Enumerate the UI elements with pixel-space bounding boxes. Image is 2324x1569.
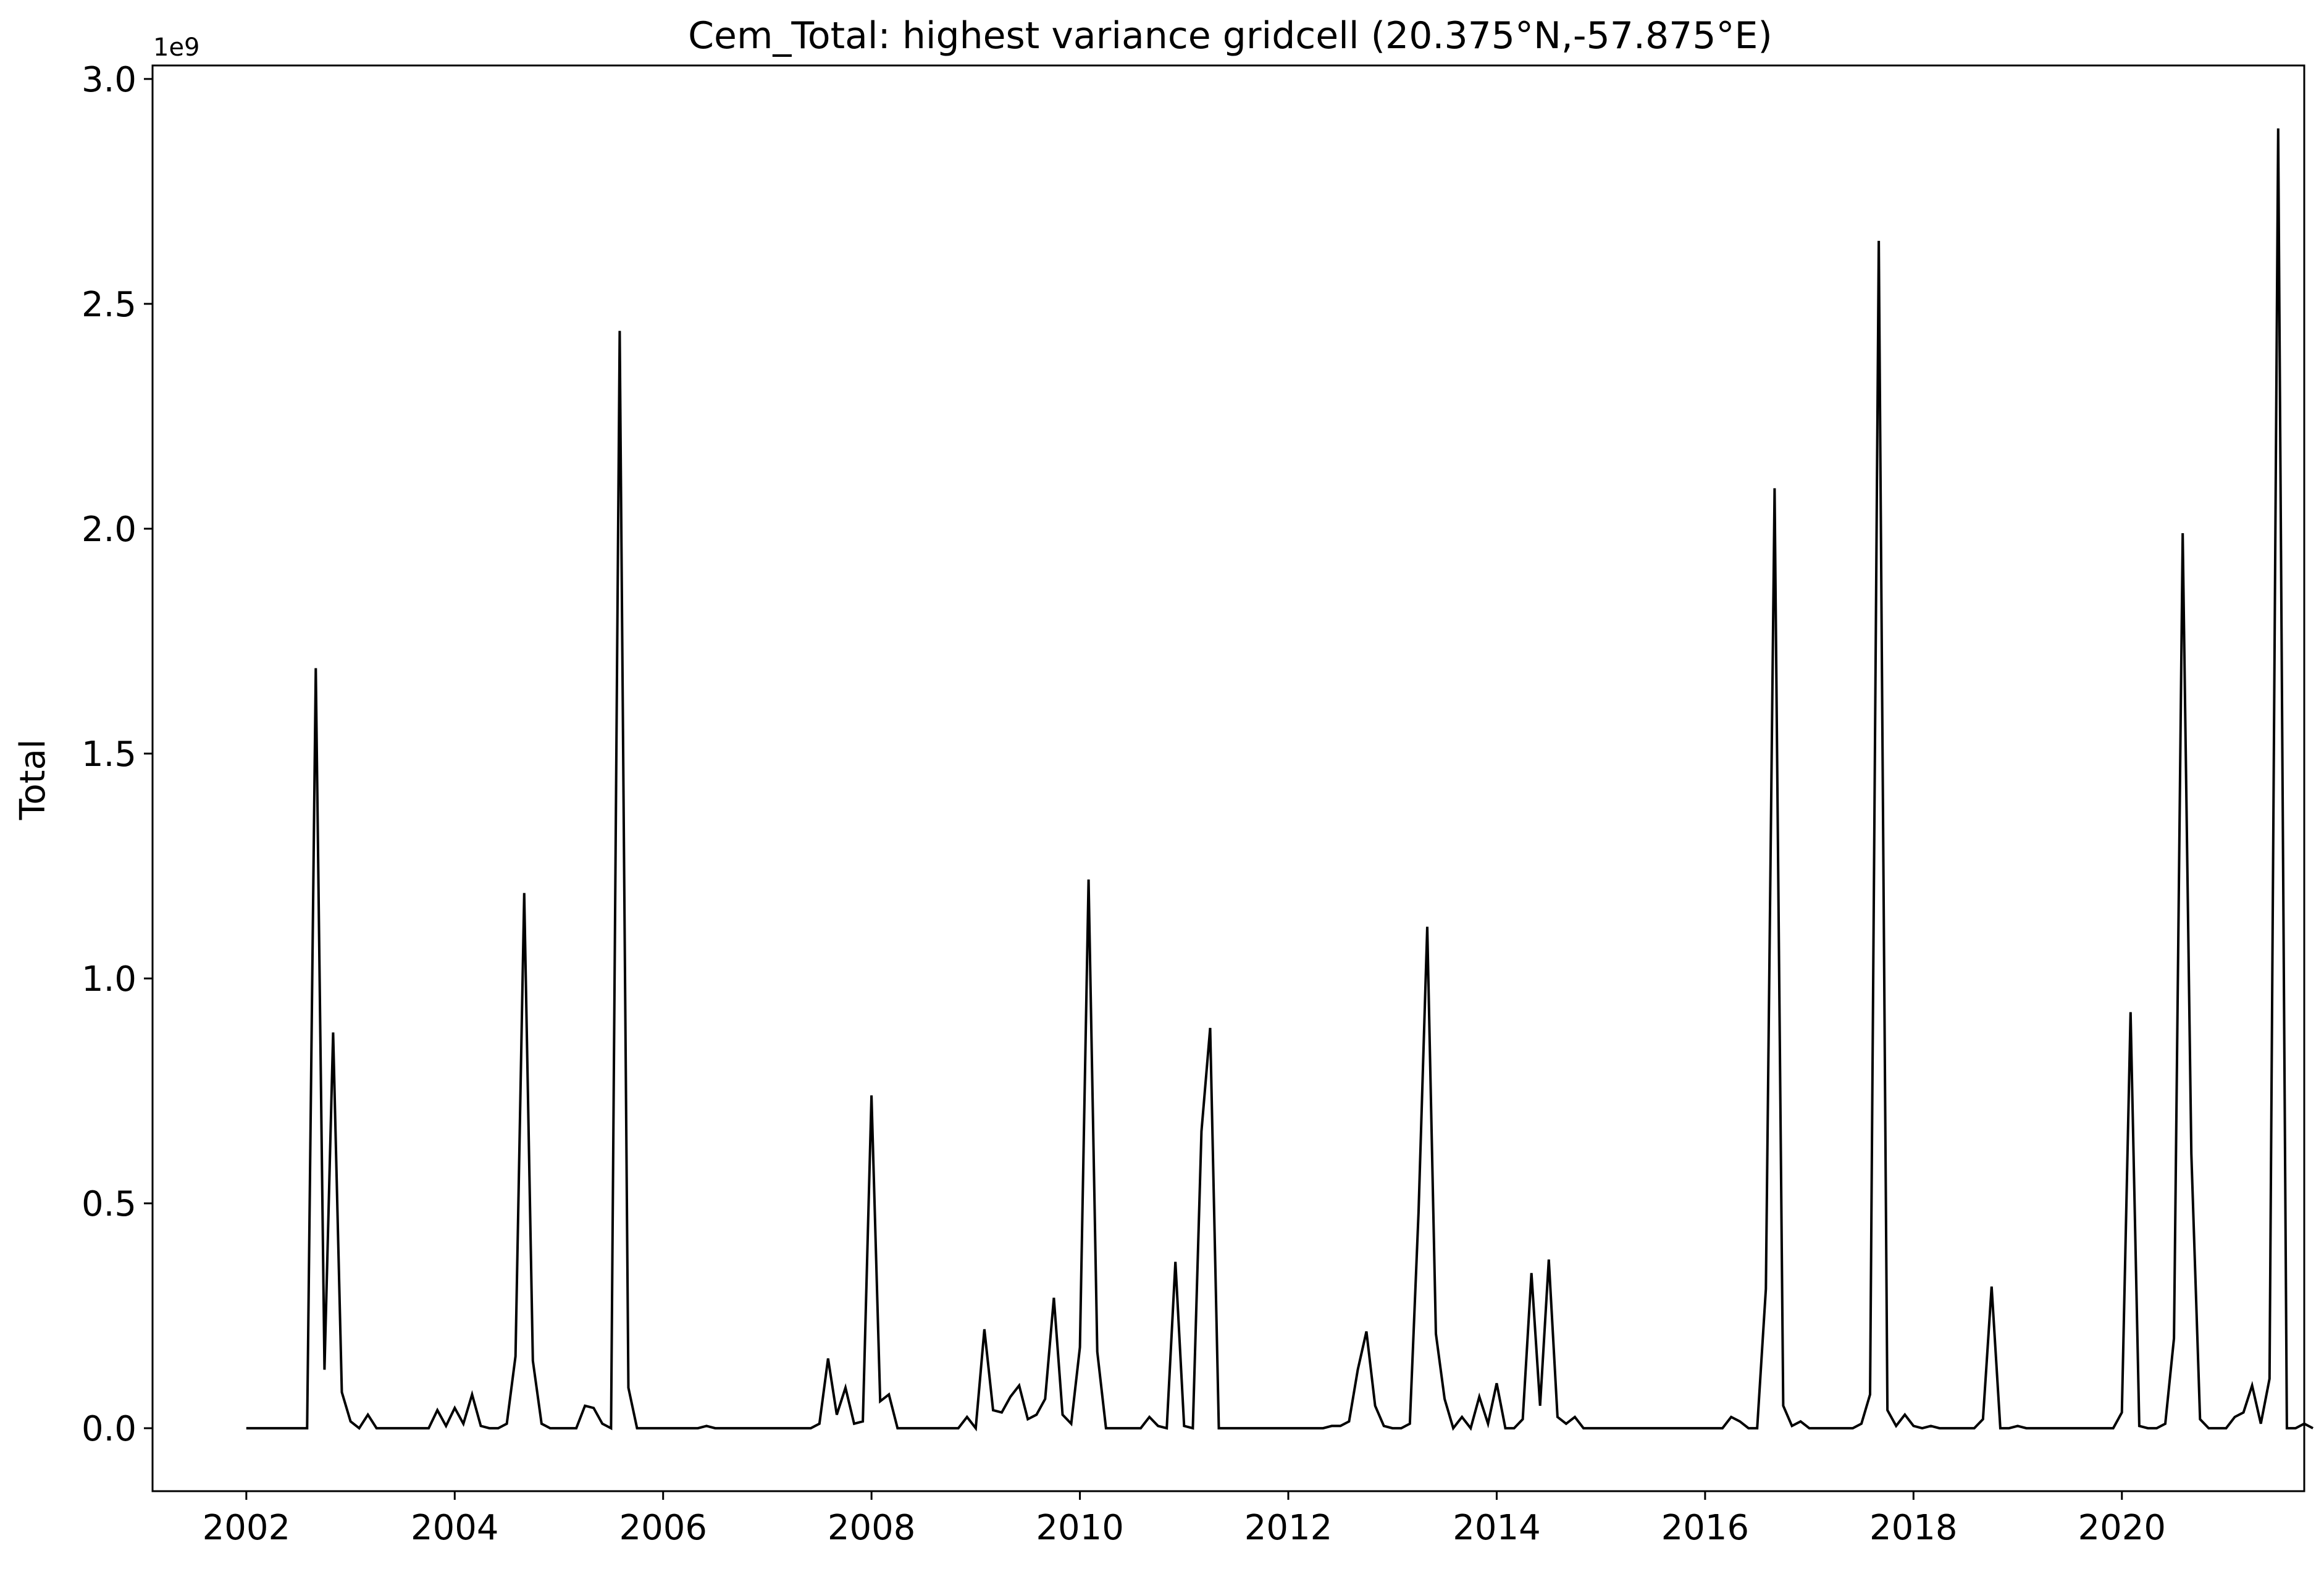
plot-frame <box>151 64 2305 1492</box>
y-tick-label: 3.0 <box>82 60 136 100</box>
x-tick-label: 2008 <box>828 1508 916 1548</box>
y-tick-label: 1.5 <box>82 734 136 775</box>
y-tick-label: 0.5 <box>82 1184 136 1224</box>
x-axis-ticks: 2002 2004 2006 2008 2010 2012 2014 2016 2018 2020 <box>203 1491 2166 1548</box>
x-tick-label: 2002 <box>203 1508 291 1548</box>
x-tick-label: 2004 <box>411 1508 499 1548</box>
y-tick-label: 2.0 <box>82 510 136 550</box>
x-tick-label: 2010 <box>1036 1508 1124 1548</box>
x-tick-label: 2006 <box>619 1508 707 1548</box>
chart-title: Cem_Total: highest variance gridcell (20… <box>688 14 1772 57</box>
series-line <box>246 128 2314 1432</box>
x-tick-label: 2016 <box>1661 1508 1750 1548</box>
x-tick-label: 2012 <box>1244 1508 1333 1548</box>
x-tick-label: 2020 <box>2078 1508 2166 1548</box>
x-tick-label: 2014 <box>1453 1508 1541 1548</box>
x-tick-label: 2018 <box>1869 1508 1958 1548</box>
y-axis-label: Total <box>13 739 53 821</box>
y-tick-label: 2.5 <box>82 285 136 325</box>
y-offset-label: 1e9 <box>153 33 200 62</box>
y-tick-label: 1.0 <box>82 959 136 999</box>
y-tick-label: 0.0 <box>82 1409 136 1449</box>
y-axis-ticks: 0.0 0.5 1.0 1.5 2.0 2.5 3.0 <box>82 60 153 1449</box>
